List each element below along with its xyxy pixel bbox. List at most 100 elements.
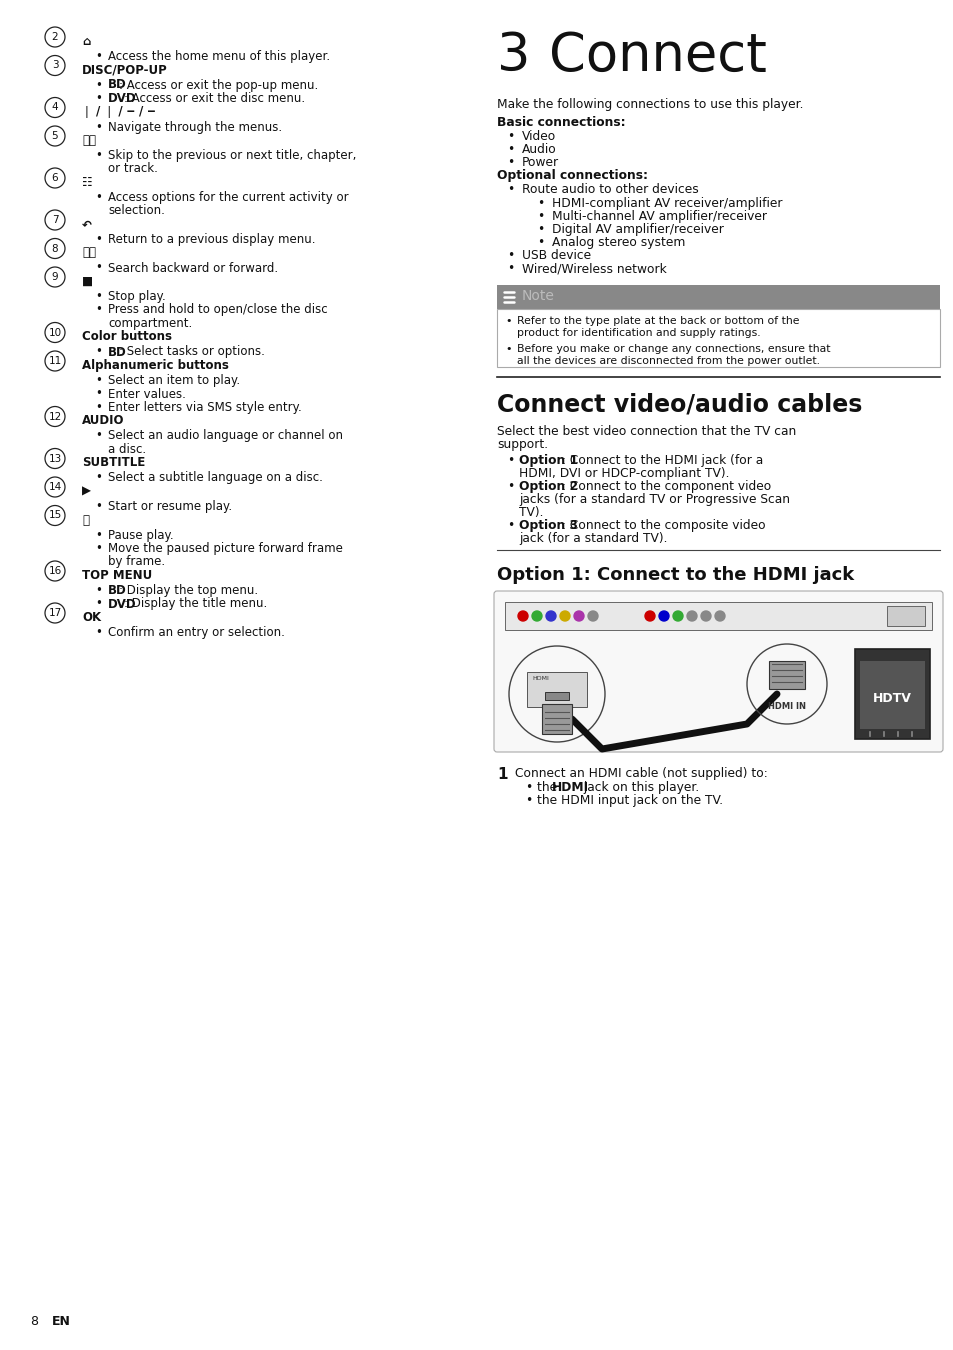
Text: •: • [95,429,102,443]
Text: 2: 2 [51,32,58,42]
Text: •: • [95,78,102,92]
Text: Optional connections:: Optional connections: [497,169,647,182]
Text: Make the following connections to use this player.: Make the following connections to use th… [497,99,802,111]
Text: •: • [95,190,102,204]
Text: Select an item to play.: Select an item to play. [108,374,240,387]
Text: HDMI-compliant AV receiver/amplifier: HDMI-compliant AV receiver/amplifier [552,197,781,211]
Text: : Access or exit the pop-up menu.: : Access or exit the pop-up menu. [118,78,317,92]
Text: •: • [537,223,543,236]
Text: compartment.: compartment. [108,317,193,329]
Text: : Connect to the composite video: : Connect to the composite video [561,518,765,532]
Text: •: • [537,236,543,248]
Text: Refer to the type plate at the back or bottom of the: Refer to the type plate at the back or b… [517,316,799,325]
Text: •: • [537,197,543,211]
Text: 4: 4 [51,103,58,112]
Circle shape [686,612,697,621]
Text: a disc.: a disc. [108,443,146,456]
Text: 17: 17 [49,608,62,618]
Text: •: • [95,262,102,274]
Text: Stop play.: Stop play. [108,290,166,302]
Text: •: • [95,346,102,359]
Text: HDMI, DVI or HDCP-compliant TV).: HDMI, DVI or HDCP-compliant TV). [518,467,729,481]
Text: •: • [95,148,102,162]
Text: •: • [95,50,102,63]
Text: HDMI: HDMI [552,782,589,794]
Text: 6: 6 [51,173,58,184]
Text: Return to a previous display menu.: Return to a previous display menu. [108,234,315,246]
Text: •: • [95,585,102,597]
Text: 5: 5 [51,131,58,140]
Text: Video: Video [521,130,556,143]
Text: 8: 8 [30,1315,38,1328]
Text: BD: BD [108,78,127,92]
Text: 3: 3 [51,61,58,70]
Text: Basic connections:: Basic connections: [497,116,625,130]
Bar [768,662,804,688]
Text: Audio: Audio [521,143,557,157]
Text: : Connect to the HDMI jack (for a: : Connect to the HDMI jack (for a [561,454,762,467]
Text: Access the home menu of this player.: Access the home menu of this player. [108,50,330,63]
Text: 7: 7 [51,215,58,225]
Text: •: • [95,500,102,513]
Text: ⏪⏩: ⏪⏩ [82,247,96,259]
Text: Move the paused picture forward frame: Move the paused picture forward frame [108,541,342,555]
Text: •: • [506,481,514,493]
Text: Access options for the current activity or: Access options for the current activity … [108,190,348,204]
Text: : Connect to the component video: : Connect to the component video [561,481,771,493]
Bar [497,309,939,367]
Text: ↶: ↶ [82,217,91,231]
Text: Select a subtitle language on a disc.: Select a subtitle language on a disc. [108,471,322,485]
Text: : Access or exit the disc menu.: : Access or exit the disc menu. [124,92,305,105]
Text: HDMI: HDMI [532,676,548,680]
Text: 12: 12 [49,412,62,421]
Text: Color buttons: Color buttons [82,331,172,343]
Text: •: • [95,401,102,414]
Text: Skip to the previous or next title, chapter,: Skip to the previous or next title, chap… [108,148,356,162]
Text: •: • [506,184,514,196]
Text: : Display the top menu.: : Display the top menu. [118,585,257,597]
Bar [526,672,586,707]
Text: 16: 16 [49,566,62,576]
Text: 11: 11 [49,356,62,366]
Text: •: • [95,304,102,316]
Text: 10: 10 [49,328,62,338]
Text: SUBTITLE: SUBTITLE [82,456,145,470]
Text: selection.: selection. [108,204,165,217]
Bar [541,703,572,734]
Text: Alphanumeric buttons: Alphanumeric buttons [82,359,229,373]
Text: •: • [537,211,543,223]
Text: •: • [504,316,511,325]
Text: •: • [504,344,511,354]
Text: Note: Note [521,289,555,302]
Text: 8: 8 [51,243,58,254]
Bar [544,693,568,701]
Text: : Select tasks or options.: : Select tasks or options. [118,346,264,359]
Text: •: • [95,120,102,134]
Text: Connect an HDMI cable (not supplied) to:: Connect an HDMI cable (not supplied) to: [515,767,767,780]
Text: the: the [537,782,560,794]
Text: •: • [95,471,102,485]
Text: BD: BD [108,346,127,359]
Text: the HDMI input jack on the TV.: the HDMI input jack on the TV. [537,794,722,807]
Text: support.: support. [497,437,548,451]
Text: Analog stereo system: Analog stereo system [552,236,684,248]
Text: Connect video/audio cables: Connect video/audio cables [497,393,862,417]
Text: Press and hold to open/close the disc: Press and hold to open/close the disc [108,304,327,316]
Text: Confirm an entry or selection.: Confirm an entry or selection. [108,626,285,639]
Text: jack on this player.: jack on this player. [579,782,699,794]
Text: Option 1: Option 1 [518,454,578,467]
Text: Pause play.: Pause play. [108,528,173,541]
Text: •: • [95,598,102,610]
Text: or track.: or track. [108,162,157,176]
Text: 13: 13 [49,454,62,463]
Text: HDMI IN: HDMI IN [767,702,805,711]
Text: •: • [95,541,102,555]
Text: Enter letters via SMS style entry.: Enter letters via SMS style entry. [108,401,301,414]
Text: Power: Power [521,157,558,169]
Text: •: • [506,130,514,143]
Text: •: • [506,518,514,532]
Circle shape [545,612,556,621]
Text: 15: 15 [49,510,62,521]
Bar [859,662,924,729]
Text: 1: 1 [497,767,507,782]
